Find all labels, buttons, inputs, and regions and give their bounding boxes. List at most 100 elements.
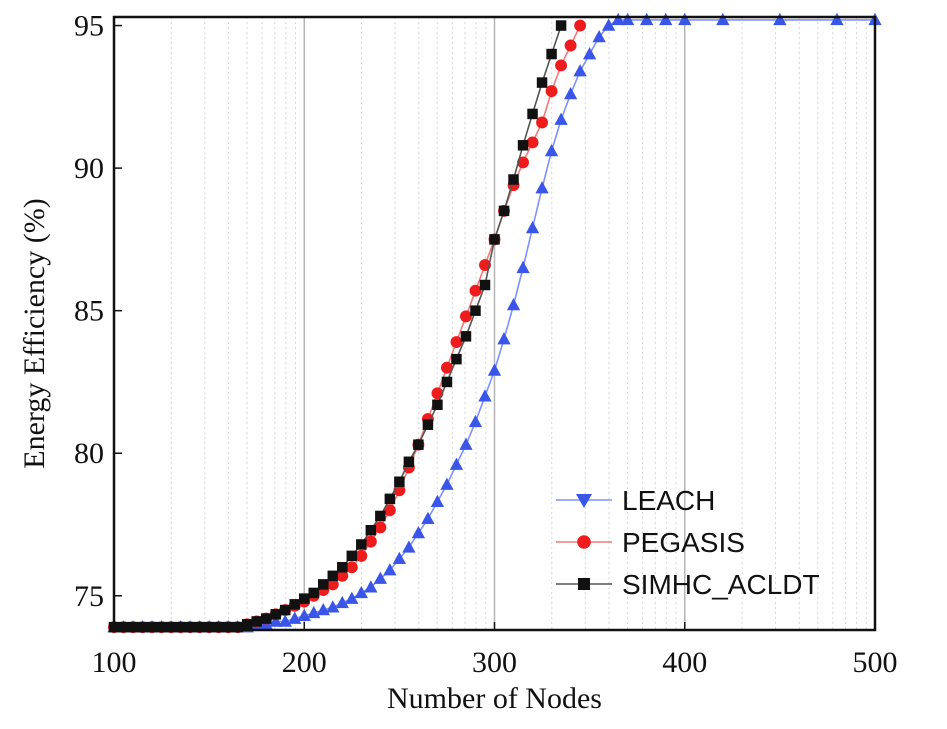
- data-point: [308, 587, 320, 599]
- data-point: [554, 112, 568, 125]
- data-point: [232, 621, 243, 633]
- data-point: [621, 12, 635, 26]
- data-point: [611, 12, 625, 26]
- data-point: [184, 621, 196, 633]
- data-point: [260, 613, 272, 624]
- legend-marker: [578, 578, 590, 590]
- legend-label: LEACH: [622, 485, 715, 516]
- legend-label: SIMHC_ACLDT: [622, 569, 820, 600]
- data-point: [536, 116, 549, 129]
- data-point: [573, 64, 587, 77]
- data-point: [678, 12, 692, 26]
- data-point: [346, 550, 358, 562]
- data-point: [498, 205, 510, 217]
- y-axis-title: Energy Efficiency (%): [18, 198, 51, 468]
- data-point: [517, 140, 529, 151]
- data-point: [582, 47, 597, 60]
- data-point: [373, 571, 387, 584]
- data-point: [194, 621, 205, 633]
- data-point: [516, 260, 530, 274]
- data-point: [449, 457, 464, 470]
- data-point: [279, 604, 291, 616]
- data-point: [365, 524, 377, 536]
- data-point: [479, 279, 491, 291]
- data-point: [563, 86, 578, 100]
- data-point: [327, 570, 339, 582]
- data-point: [517, 156, 529, 169]
- data-point: [773, 12, 787, 26]
- data-point: [374, 521, 387, 534]
- data-point: [536, 77, 548, 88]
- data-point: [251, 616, 262, 627]
- x-tick-label: 100: [92, 646, 137, 679]
- data-point: [137, 621, 148, 633]
- data-point: [345, 591, 359, 604]
- data-point: [356, 539, 367, 550]
- data-point: [203, 621, 215, 633]
- legend: LEACH PEGASIS SIMHC_ACLDT: [556, 485, 820, 600]
- axis-ticks: 100 200 300 400 500 75 80 85 90 95: [74, 10, 898, 679]
- data-point: [345, 561, 358, 574]
- data-point: [326, 600, 340, 613]
- data-point: [527, 108, 538, 120]
- data-point: [564, 39, 577, 52]
- data-point: [430, 494, 445, 507]
- data-point: [422, 419, 434, 430]
- data-point: [156, 621, 167, 633]
- data-point: [545, 85, 558, 98]
- data-point: [525, 220, 540, 234]
- data-point: [592, 29, 606, 43]
- x-tick-label: 300: [472, 646, 517, 679]
- minor-gridlines: [170, 17, 867, 630]
- legend-label: PEGASIS: [622, 527, 745, 558]
- data-point: [355, 549, 368, 562]
- legend-marker: [576, 494, 592, 508]
- data-point: [497, 332, 511, 345]
- data-point: [459, 437, 473, 450]
- data-point: [165, 621, 177, 633]
- data-point: [375, 510, 386, 522]
- data-point: [411, 526, 426, 539]
- data-point: [127, 621, 139, 633]
- data-point: [413, 439, 424, 450]
- y-tick-label: 80: [74, 437, 104, 470]
- y-tick-label: 75: [74, 580, 104, 613]
- data-point: [335, 595, 349, 609]
- data-point: [289, 599, 300, 610]
- legend-item-leach: LEACH: [556, 485, 715, 516]
- data-point: [364, 535, 377, 548]
- data-point: [394, 476, 405, 487]
- data-point: [830, 12, 844, 26]
- data-point: [508, 174, 519, 185]
- data-point: [241, 619, 253, 630]
- major-gridlines: [303, 17, 686, 630]
- data-point: [299, 593, 310, 604]
- data-point: [478, 389, 492, 402]
- data-point: [555, 20, 567, 31]
- data-point: [640, 12, 654, 26]
- data-point: [450, 336, 463, 348]
- data-point: [544, 144, 559, 157]
- data-point: [526, 136, 539, 149]
- data-point: [716, 12, 730, 26]
- data-point: [383, 504, 396, 517]
- data-point: [487, 363, 502, 376]
- data-point: [175, 621, 186, 633]
- data-point: [470, 305, 481, 316]
- data-point: [336, 569, 349, 582]
- data-point: [337, 562, 348, 573]
- data-point: [146, 621, 158, 633]
- data-point: [441, 376, 453, 388]
- data-point: [392, 551, 407, 564]
- data-point: [659, 12, 673, 26]
- data-point: [460, 310, 472, 323]
- data-point: [318, 579, 329, 590]
- data-point: [354, 585, 368, 599]
- data-point: [440, 477, 454, 490]
- data-point: [326, 578, 339, 591]
- data-point: [402, 540, 416, 553]
- series-layer: [107, 12, 882, 634]
